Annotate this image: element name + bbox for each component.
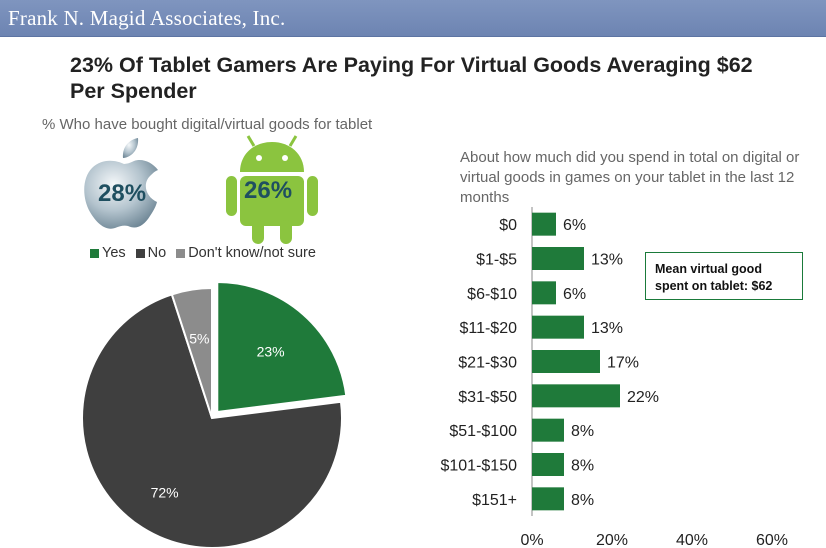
value-label: 8% bbox=[571, 492, 594, 509]
bar bbox=[532, 315, 584, 339]
category-label: $6-$10 bbox=[467, 286, 517, 303]
apple-logo-icon bbox=[84, 138, 158, 229]
legend-label-unsure: Don't know/not sure bbox=[188, 245, 316, 261]
pie-slice-unsure bbox=[170, 286, 213, 419]
category-label: $101-$150 bbox=[440, 458, 517, 475]
bar bbox=[532, 384, 620, 408]
bar bbox=[532, 350, 600, 373]
pie-label-no: 72% bbox=[151, 485, 179, 501]
bar bbox=[532, 487, 564, 511]
brand-name: Frank N. Magid Associates, Inc. bbox=[8, 6, 286, 30]
legend-item-yes: Yes bbox=[90, 245, 126, 261]
pie-legend: Yes No Don't know/not sure bbox=[90, 245, 316, 261]
category-label: $0 bbox=[499, 217, 517, 234]
bar bbox=[532, 212, 556, 236]
legend-item-no: No bbox=[135, 245, 167, 261]
value-label: 17% bbox=[607, 355, 639, 372]
category-label: $51-$100 bbox=[449, 423, 517, 440]
x-tick-label: 20% bbox=[596, 532, 628, 548]
bar bbox=[532, 418, 564, 442]
value-label: 13% bbox=[591, 320, 623, 337]
android-percent: 26% bbox=[244, 177, 293, 204]
chart-subtitle: % Who have bought digital/virtual goods … bbox=[42, 116, 373, 133]
page-title: 23% Of Tablet Gamers Are Paying For Virt… bbox=[70, 53, 753, 103]
value-label: 22% bbox=[627, 389, 659, 406]
bar bbox=[532, 281, 556, 305]
bar bbox=[532, 247, 584, 270]
pie-label-unsure: 5% bbox=[189, 330, 209, 346]
callout-line-1: Mean virtual good bbox=[655, 262, 762, 276]
pie-slice-yes bbox=[216, 280, 348, 414]
value-label: 8% bbox=[571, 423, 594, 440]
x-tick-label: 60% bbox=[756, 532, 788, 548]
category-label: $1-$5 bbox=[476, 252, 517, 269]
value-label: 6% bbox=[563, 217, 586, 234]
category-label: $31-$50 bbox=[458, 389, 517, 406]
mean-callout: Mean virtual good spent on tablet: $62 bbox=[645, 252, 803, 300]
category-label: $151+ bbox=[472, 492, 517, 509]
header-bar: Frank N. Magid Associates, Inc. bbox=[0, 0, 826, 37]
value-label: 6% bbox=[563, 286, 586, 303]
callout-line-2: spent on tablet: $62 bbox=[655, 279, 773, 293]
x-tick-label: 0% bbox=[520, 532, 543, 548]
legend-swatch-no bbox=[135, 248, 145, 258]
legend-swatch-yes bbox=[90, 248, 99, 258]
legend-label-yes: Yes bbox=[102, 245, 126, 261]
category-label: $11-$20 bbox=[459, 320, 517, 337]
legend-item-unsure: Don't know/not sure bbox=[176, 245, 316, 261]
bar-chart-title: About how much did you spend in total on… bbox=[460, 149, 800, 206]
android-logo-icon bbox=[226, 135, 318, 244]
legend-swatch-unsure bbox=[176, 248, 186, 258]
value-label: 8% bbox=[571, 458, 594, 475]
bar bbox=[532, 453, 564, 476]
pie-label-yes: 23% bbox=[257, 344, 285, 360]
legend-label-no: No bbox=[147, 245, 167, 261]
x-tick-label: 40% bbox=[676, 532, 708, 548]
category-label: $21-$30 bbox=[458, 355, 517, 372]
apple-percent: 28% bbox=[98, 180, 147, 207]
pie-slice-no bbox=[81, 293, 343, 548]
value-label: 13% bbox=[591, 252, 623, 269]
